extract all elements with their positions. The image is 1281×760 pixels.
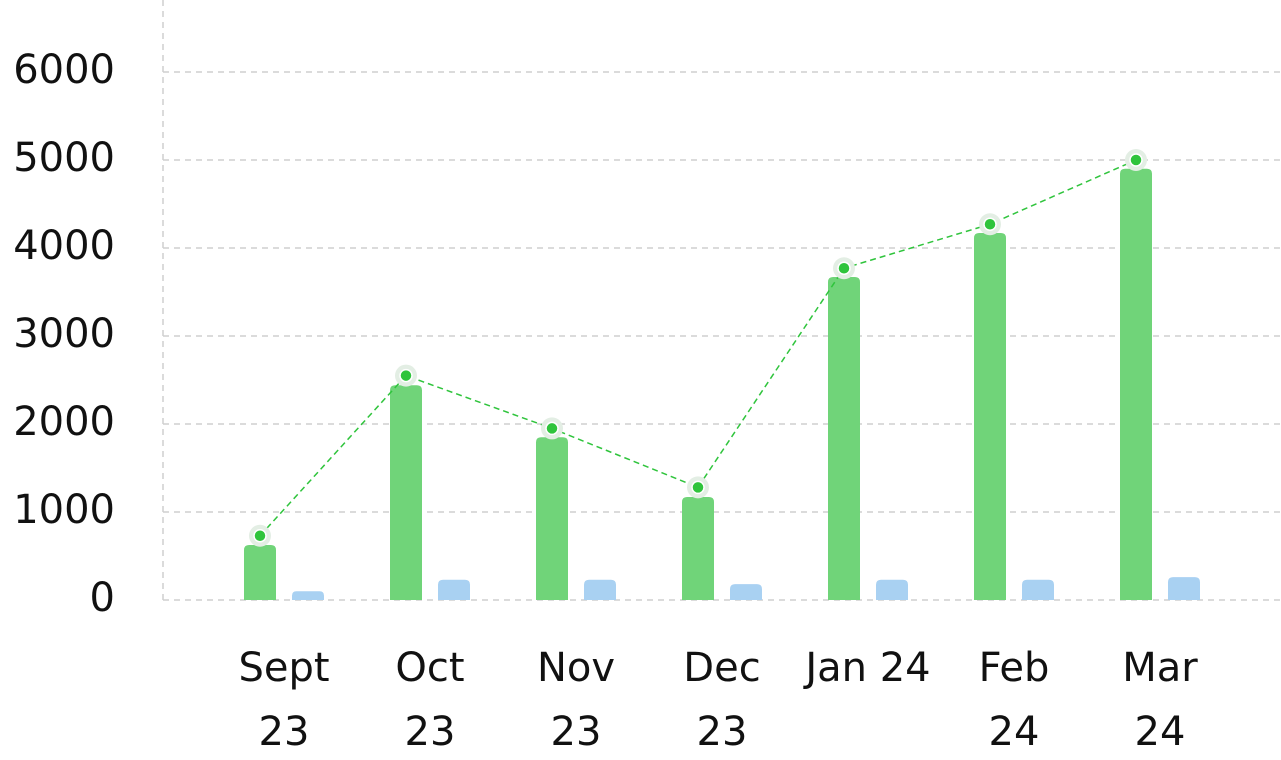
y-tick-label: 2000 bbox=[13, 399, 115, 445]
y-tick-label: 1000 bbox=[13, 487, 115, 533]
bar bbox=[682, 497, 714, 600]
y-tick-label: 4000 bbox=[13, 223, 115, 269]
x-tick-label: Nov 23 bbox=[536, 645, 616, 755]
x-tick-label: Feb 24 bbox=[978, 645, 1050, 755]
x-tick-label: Oct 23 bbox=[395, 645, 465, 755]
x-tick-label: Mar 24 bbox=[1122, 645, 1198, 755]
y-tick-label: 6000 bbox=[13, 47, 115, 93]
bar bbox=[828, 277, 860, 600]
bar bbox=[536, 437, 568, 600]
point bbox=[399, 368, 413, 383]
point bbox=[691, 480, 705, 495]
point bbox=[1129, 153, 1143, 167]
point bbox=[837, 261, 851, 275]
y-tick-label: 5000 bbox=[13, 135, 115, 181]
point bbox=[253, 529, 267, 543]
point bbox=[983, 217, 997, 231]
bar bbox=[1120, 168, 1152, 601]
y-tick-label: 3000 bbox=[13, 311, 115, 357]
bar bbox=[292, 591, 324, 600]
bar bbox=[974, 233, 1006, 601]
bar bbox=[730, 584, 762, 600]
bar bbox=[390, 385, 422, 600]
bar bbox=[1168, 577, 1200, 600]
bar bbox=[876, 579, 908, 600]
x-tick-label: Dec 23 bbox=[683, 645, 761, 755]
y-tick-label: 0 bbox=[90, 575, 115, 621]
x-tick-label: Sept 23 bbox=[238, 645, 330, 755]
x-tick-label: Jan 24 bbox=[805, 645, 931, 691]
bar bbox=[244, 545, 276, 600]
bar bbox=[584, 579, 616, 600]
bar bbox=[1022, 579, 1054, 600]
bar bbox=[438, 579, 470, 600]
point bbox=[545, 421, 559, 436]
